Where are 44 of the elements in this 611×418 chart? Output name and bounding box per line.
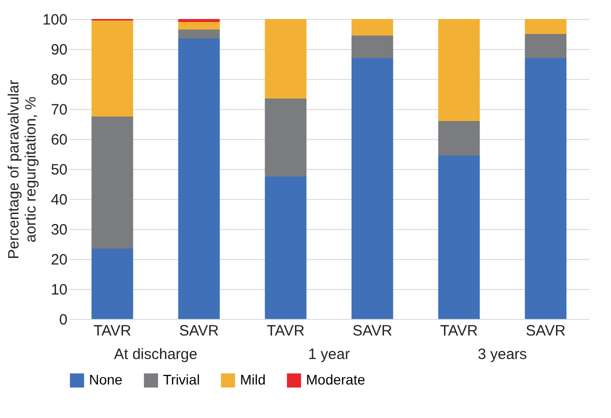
y-tick-label: 20 <box>50 252 68 268</box>
bar <box>352 36 394 58</box>
bar <box>438 121 480 156</box>
bar <box>524 34 566 58</box>
text: 3 years <box>478 346 527 363</box>
y-tick-label: 60 <box>50 132 68 148</box>
bar <box>92 20 134 116</box>
y-axis-title: Percentage of paravalvular aortic regurgitation, % <box>5 80 40 260</box>
x-tick-label: TAVR <box>266 322 305 340</box>
x-tick-label: SAVR <box>526 322 566 340</box>
legend-label: Trivial <box>163 371 200 388</box>
bar <box>438 156 480 319</box>
text: At discharge <box>114 346 198 363</box>
bar <box>524 19 566 34</box>
y-tick-label: 30 <box>50 222 68 238</box>
x-tick-label: SAVR <box>352 322 392 340</box>
x-tick-label: TAVR <box>93 322 132 340</box>
y-tick-label: 50 <box>50 162 68 178</box>
bar <box>264 98 306 176</box>
text: 1 year <box>308 346 350 363</box>
y-tick-label: 80 <box>50 72 68 88</box>
bar <box>178 19 220 22</box>
y-tick-label: 90 <box>50 42 68 58</box>
y-tick-label: 0 <box>59 312 68 328</box>
y-tick-label: 100 <box>42 12 68 28</box>
y-tick-label: 40 <box>50 192 68 208</box>
bar <box>352 19 394 36</box>
bar <box>92 248 134 319</box>
bar <box>92 116 134 248</box>
bar <box>264 19 306 98</box>
y-tick-label: 70 <box>50 102 68 118</box>
bar <box>178 38 220 319</box>
bar <box>178 22 220 30</box>
bar <box>438 19 480 121</box>
bar <box>178 30 220 38</box>
legend-label: Moderate <box>306 371 366 388</box>
bar <box>524 58 566 319</box>
y-tick-label: 10 <box>50 282 68 298</box>
legend-label: None <box>89 371 123 388</box>
x-tick-label: SAVR <box>179 322 220 340</box>
bar <box>264 176 306 319</box>
legend-label: Mild <box>240 371 266 388</box>
bar <box>352 58 394 319</box>
x-tick-label: TAVR <box>440 322 478 340</box>
